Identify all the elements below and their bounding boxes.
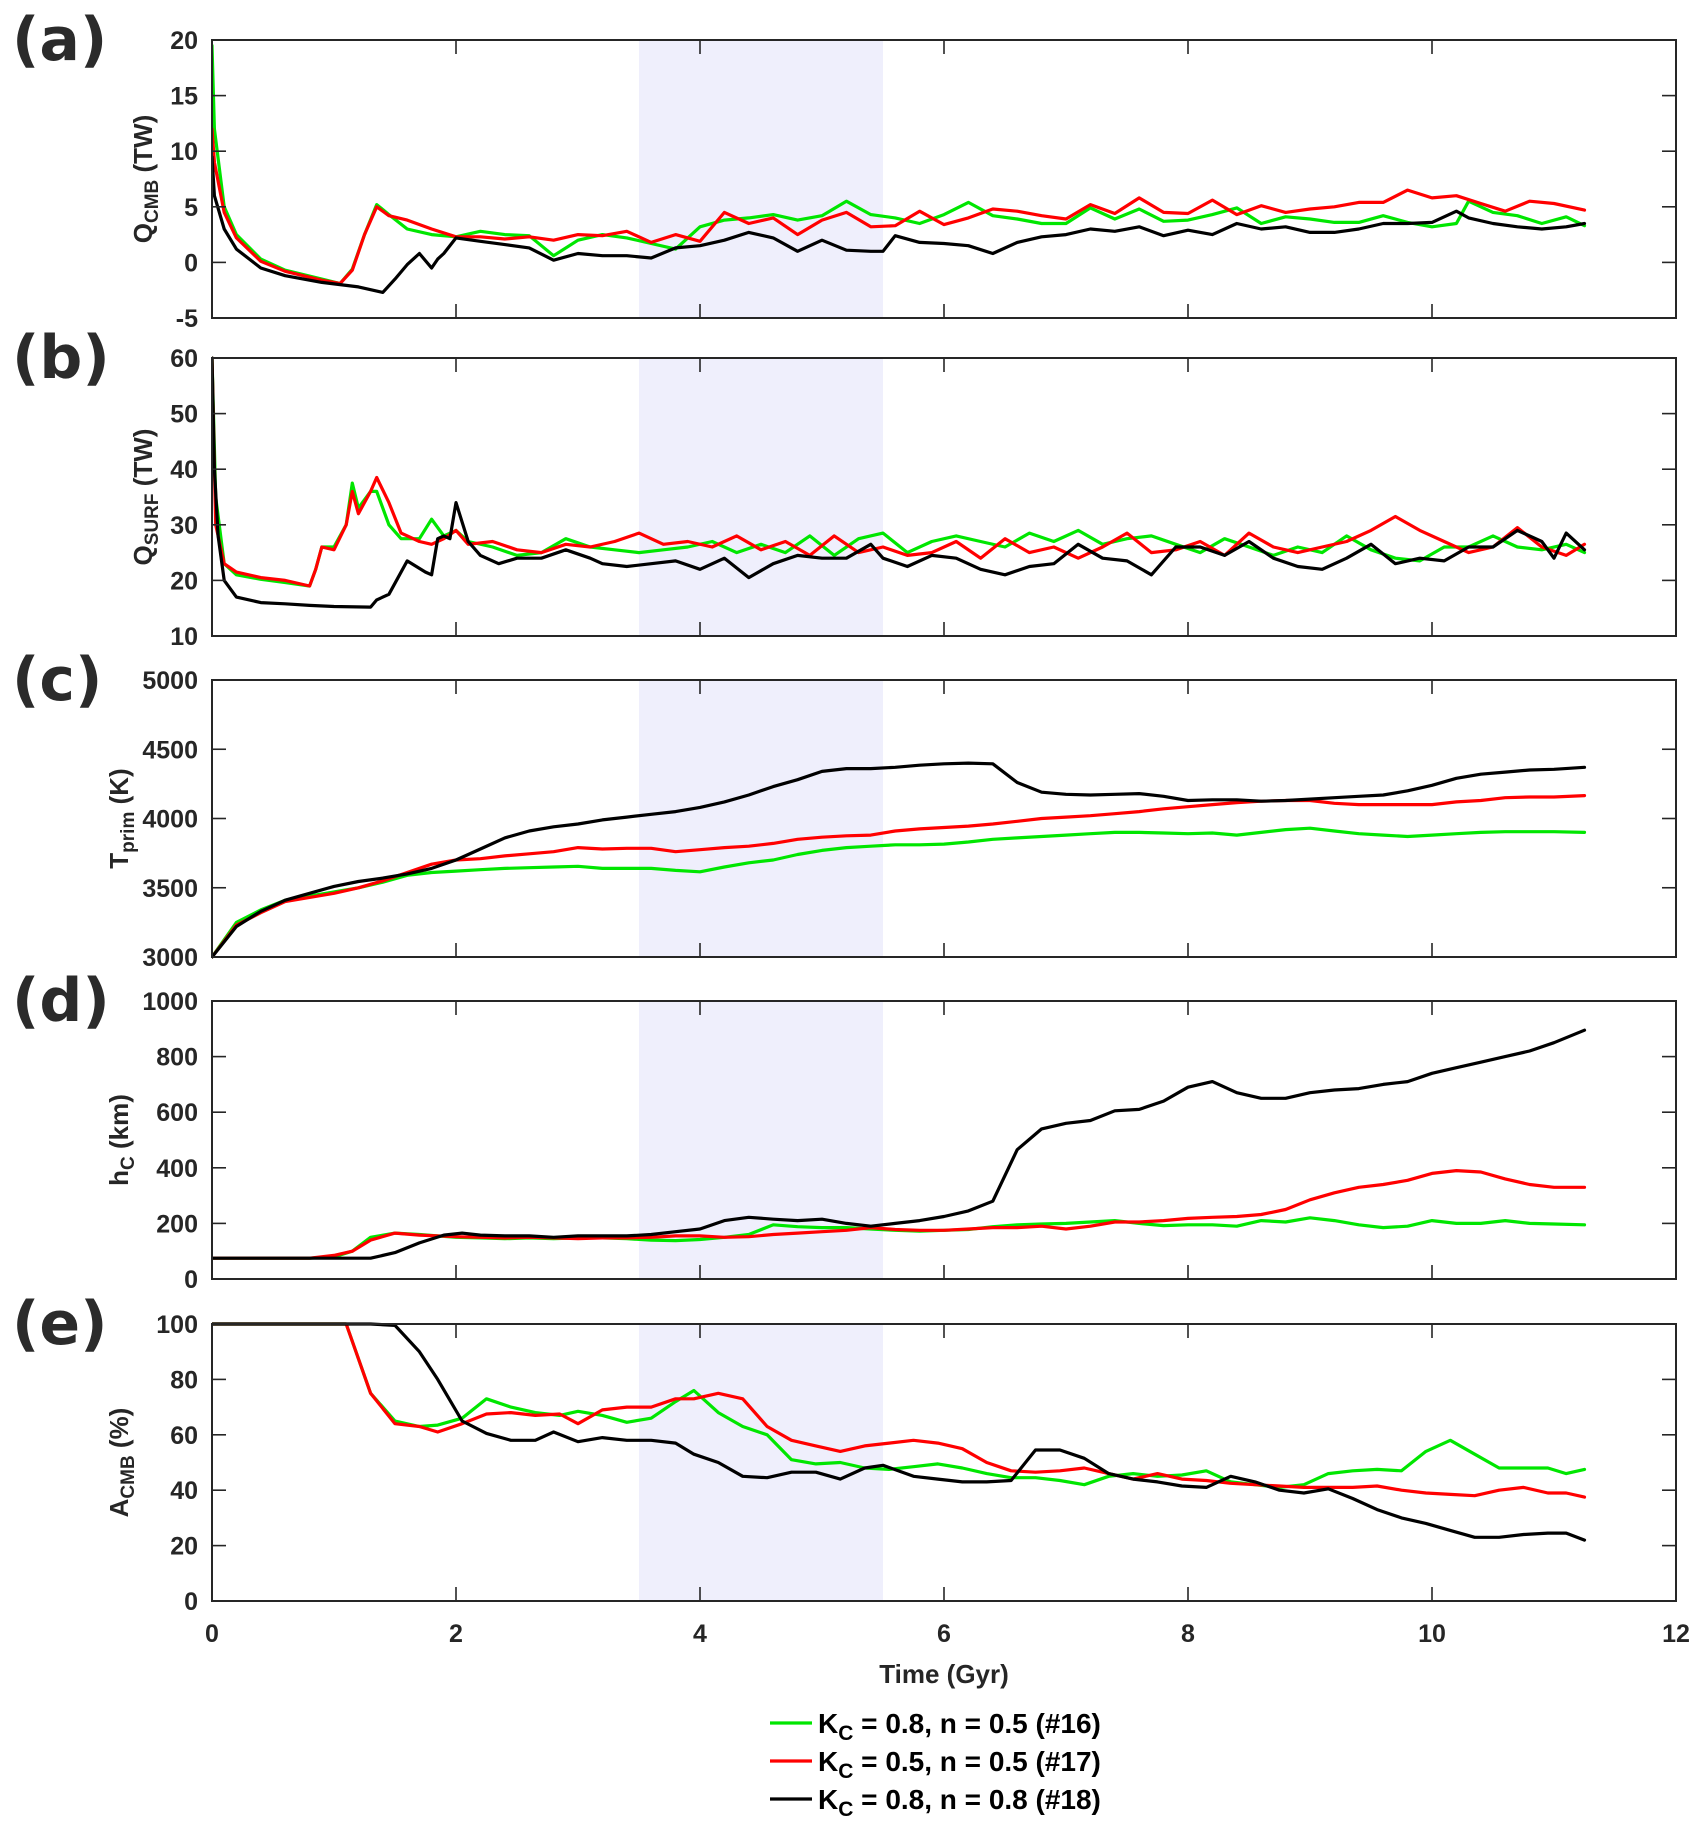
series-group — [212, 44, 1587, 294]
y-axis-label: hC (km) — [104, 1094, 139, 1186]
y-tick-label: 15 — [170, 83, 198, 111]
y-tick-label: 800 — [156, 1044, 198, 1072]
x-axis-label: Time (Gyr) — [879, 1659, 1009, 1689]
y-axis-label: QCMB (TW) — [128, 115, 163, 243]
series-line-18 — [212, 155, 1587, 294]
legend-label: KC = 0.5, n = 0.5 (#17) — [818, 1746, 1101, 1783]
legend-item: KC = 0.8, n = 0.5 (#16) — [770, 1708, 1101, 1745]
y-tick-label: 60 — [170, 345, 198, 373]
y-tick-label: 20 — [170, 1533, 198, 1561]
y-tick-label: 5 — [184, 194, 198, 222]
x-tick-label: 12 — [1662, 1620, 1690, 1648]
panel-letter: (b) — [12, 323, 110, 393]
y-tick-label: 1000 — [142, 988, 198, 1016]
x-tick-label: 10 — [1418, 1620, 1446, 1648]
panel-c: 3000 3500 4000 4500 5000 Tprim (K) (c) — [12, 645, 1677, 972]
series-line-17 — [212, 356, 1587, 588]
series-group — [212, 1322, 1587, 1542]
legend-item: KC = 0.8, n = 0.8 (#18) — [770, 1784, 1101, 1821]
y-tick-label: 0 — [184, 1588, 198, 1616]
panel-d: 0 200 400 600 800 1000 hC (km) (d) — [12, 966, 1677, 1294]
y-tick-label: 60 — [170, 1422, 198, 1450]
y-tick-label: 10 — [170, 623, 198, 651]
y-tick-label: 600 — [156, 1099, 198, 1127]
series-group — [212, 1028, 1587, 1260]
y-tick-label: 20 — [170, 27, 198, 55]
y-tick-label: 30 — [170, 512, 198, 540]
y-tick-label: 5000 — [142, 667, 198, 695]
x-tick-label: 8 — [1181, 1620, 1195, 1648]
series-line-18 — [212, 1322, 1587, 1542]
plot-frame — [211, 679, 1677, 958]
panel-b: 10 20 30 40 50 60 QSURF (TW) (b) — [12, 323, 1677, 651]
x-tick-label: 6 — [937, 1620, 951, 1648]
legend-label: KC = 0.8, n = 0.8 (#18) — [818, 1784, 1101, 1821]
highlight-band — [639, 40, 883, 318]
series-group — [212, 761, 1587, 959]
panel-e: 0 20 40 60 80 100 ACMB (%) (e) — [12, 1289, 1677, 1616]
y-tick-label: 3500 — [142, 875, 198, 903]
y-tick-label: 4500 — [142, 736, 198, 764]
plot-frame — [211, 1323, 1677, 1602]
plot-frame — [211, 1000, 1677, 1280]
series-line-18 — [212, 356, 1587, 609]
series-line-16 — [212, 826, 1587, 959]
y-axis-label: ACMB (%) — [104, 1408, 139, 1518]
y-tick-label: 20 — [170, 567, 198, 595]
panel-a: -5 0 5 10 15 20 QCMB (TW) (a) — [12, 5, 1677, 333]
y-tick-label: 4000 — [142, 806, 198, 834]
panel-letter: (a) — [12, 5, 107, 75]
series-line-18 — [212, 1028, 1587, 1260]
y-tick-label: 200 — [156, 1210, 198, 1238]
legend: KC = 0.8, n = 0.5 (#16)KC = 0.5, n = 0.5… — [770, 1708, 1101, 1821]
series-line-17 — [212, 794, 1587, 959]
series-group — [212, 356, 1587, 609]
series-line-18 — [212, 761, 1587, 959]
series-line-17 — [212, 1169, 1587, 1260]
series-line-16 — [212, 44, 1587, 286]
y-tick-label: 40 — [170, 456, 198, 484]
panel-letter: (d) — [12, 966, 110, 1036]
y-tick-label: 100 — [156, 1311, 198, 1339]
legend-item: KC = 0.5, n = 0.5 (#17) — [770, 1746, 1101, 1783]
panel-letter: (e) — [12, 1289, 108, 1359]
y-tick-label: 80 — [170, 1366, 198, 1394]
y-tick-label: 400 — [156, 1155, 198, 1183]
panels: -5 0 5 10 15 20 QCMB (TW) (a) 10 20 30 40 50 60 QSURF … — [12, 5, 1677, 1616]
y-axis-label: Tprim (K) — [104, 768, 139, 868]
y-axis-label: QSURF (TW) — [128, 429, 163, 566]
plot-frame — [211, 39, 1677, 319]
plot-frame — [211, 357, 1677, 637]
y-tick-label: 40 — [170, 1477, 198, 1505]
series-line-16 — [212, 1322, 1587, 1489]
series-line-17 — [212, 1322, 1587, 1499]
shared-x-axis: Time (Gyr) 0 2 4 6 8 10 12 — [205, 1620, 1690, 1689]
y-tick-label: 50 — [170, 401, 198, 429]
legend-label: KC = 0.8, n = 0.5 (#16) — [818, 1708, 1101, 1745]
y-tick-label: 3000 — [142, 944, 198, 972]
x-tick-label: 2 — [449, 1620, 463, 1648]
y-tick-label: 0 — [184, 249, 198, 277]
highlight-band — [639, 680, 883, 957]
x-tick-label: 0 — [205, 1620, 219, 1648]
series-line-16 — [212, 356, 1587, 588]
y-tick-label: 0 — [184, 1266, 198, 1294]
series-line-17 — [212, 127, 1587, 286]
x-tick-label: 4 — [693, 1620, 707, 1648]
highlight-band — [639, 358, 883, 636]
y-tick-label: 10 — [170, 138, 198, 166]
panel-letter: (c) — [12, 645, 102, 715]
y-tick-label: -5 — [176, 305, 198, 333]
